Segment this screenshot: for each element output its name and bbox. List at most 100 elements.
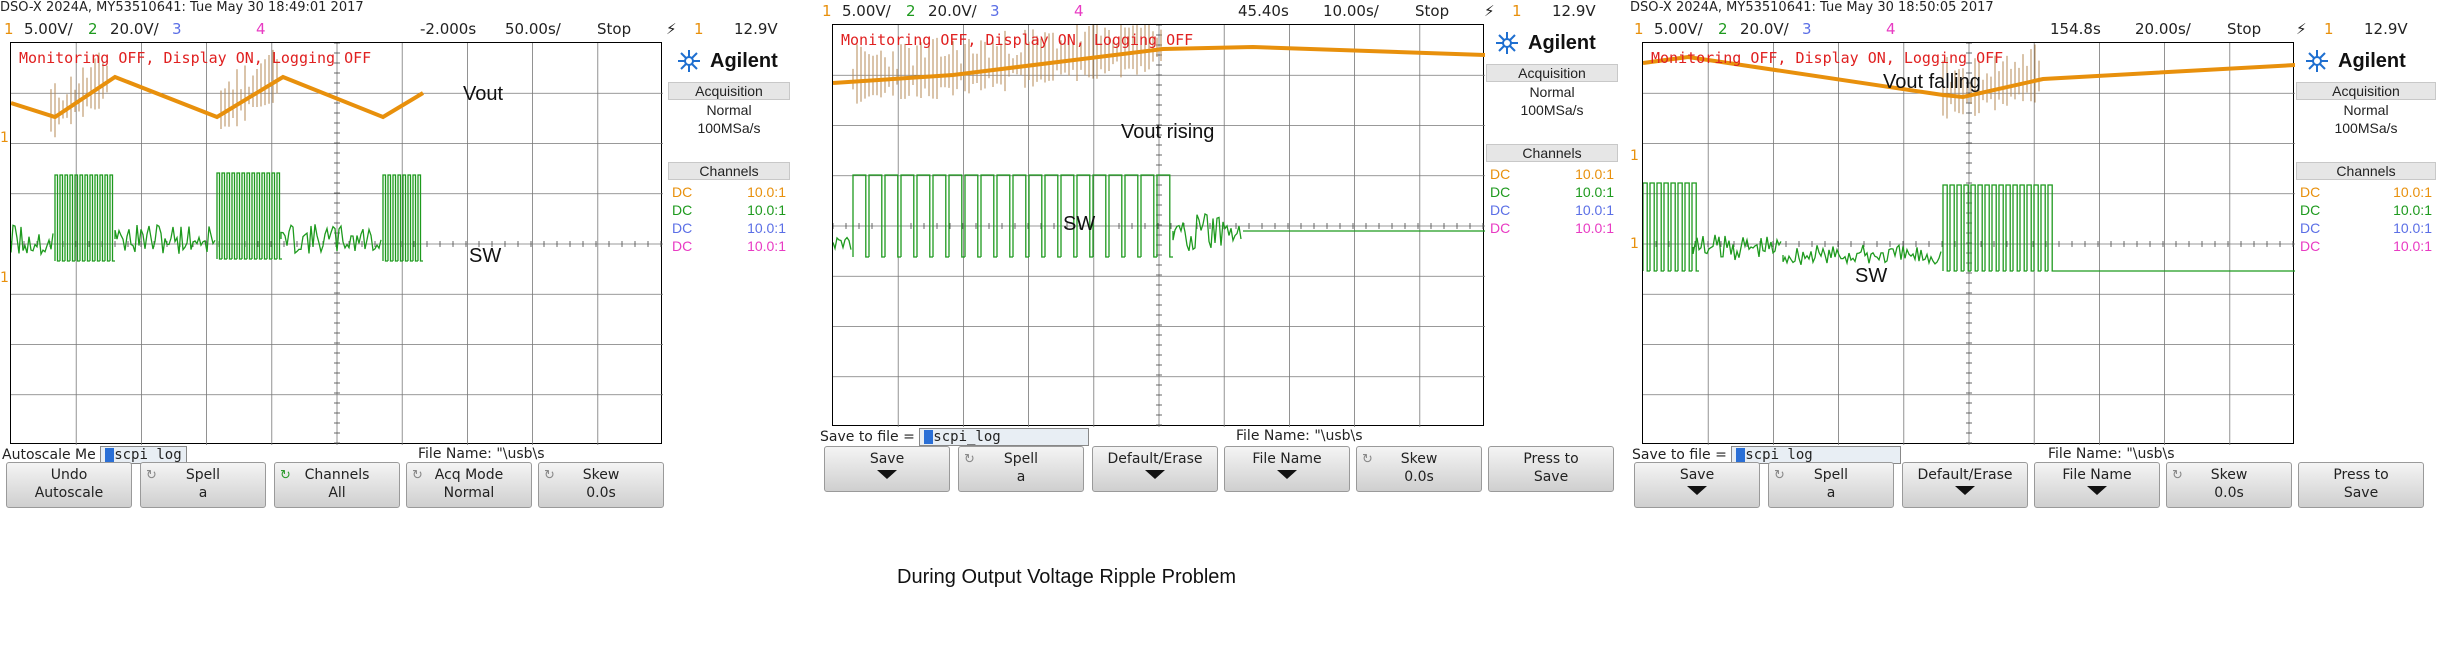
softkey-skew[interactable]: ↻ Skew 0.0s [538, 462, 664, 508]
ch3-number[interactable]: 3 [990, 2, 1000, 20]
scope-capture-3: DSO-X 2024A, MY53510641: Tue May 30 18:5… [1630, 0, 2438, 510]
ch1-number: 1 [4, 20, 14, 38]
channel-row-1: DC 10.0:1 [1490, 166, 1614, 182]
acq-rate: 100MSa/s [1520, 102, 1584, 118]
softkey-context: Save to file = [1632, 447, 1727, 463]
ch1-ground-marker[interactable]: 1 [0, 130, 9, 146]
softkey-file-name[interactable]: File Name [2034, 462, 2160, 508]
timebase-readout[interactable]: 10.00s/ [1323, 2, 1379, 20]
side-panel: Agilent Acquisition Normal 100MSa/s Chan… [668, 42, 790, 444]
ch2-scale[interactable]: 20.0V/ [110, 20, 159, 38]
sw-label: SW [469, 245, 502, 267]
ch1-ground-marker[interactable]: 1 [1630, 148, 1639, 164]
channels-header: Channels [2296, 162, 2436, 180]
monitor-status: Monitoring OFF, Display ON, Logging OFF [19, 49, 372, 67]
delay-readout[interactable]: 154.8s [2050, 20, 2101, 38]
softkey-default-erase[interactable]: Default/Erase [1902, 462, 2028, 508]
channel-row-4: DC 10.0:1 [672, 238, 786, 254]
waveform-display[interactable]: Monitoring OFF, Display ON, Logging OFF … [832, 24, 1485, 427]
trigger-icon: ⚡ [1484, 2, 1495, 20]
scope-capture-2: 1 5.00V/ 2 20.0V/ 3 4 45.40s 10.00s/ Sto… [818, 0, 1618, 510]
waveform-plot [11, 43, 663, 445]
down-arrow-icon [1955, 486, 1975, 495]
timebase-readout[interactable]: 50.00s/ [505, 20, 561, 38]
waveform-display[interactable]: Monitoring OFF, Display ON, Logging OFF … [10, 42, 663, 445]
down-arrow-icon [1145, 470, 1165, 479]
sw-trace [833, 174, 1485, 258]
sw-label: SW [1855, 265, 1888, 287]
channels-header: Channels [668, 162, 790, 180]
brand: Agilent [1494, 28, 1596, 58]
agilent-spark-icon [1496, 32, 1518, 54]
acq-rate: 100MSa/s [697, 120, 761, 136]
brand: Agilent [676, 46, 778, 76]
monitor-status: Monitoring OFF, Display ON, Logging OFF [1651, 49, 2004, 67]
delay-readout[interactable]: 45.40s [1238, 2, 1289, 20]
softkey-acq-mode[interactable]: ↻ Acq Mode Normal [406, 462, 532, 508]
softkey-press-to-save[interactable]: Press to Save [1488, 446, 1614, 492]
sw-label: SW [1063, 213, 1096, 235]
softkey-file-name[interactable]: File Name [1224, 446, 1350, 492]
acquisition-header: Acquisition [1486, 64, 1618, 82]
ch1-scale[interactable]: 5.00V/ [1654, 20, 1703, 38]
channel-row-2: DC 10.0:1 [2300, 202, 2432, 218]
ch4-number[interactable]: 4 [1074, 2, 1084, 20]
vout-trace [833, 44, 1485, 85]
vout-trace [1643, 54, 2295, 100]
ch2-ground-marker[interactable]: 1 [0, 270, 9, 286]
ch3-number[interactable]: 3 [1802, 20, 1812, 38]
channel-row-3: DC 10.0:1 [672, 220, 786, 236]
file-name-readout: File Name: "\usb\s [2048, 446, 2175, 462]
sw-trace [1643, 182, 2295, 272]
softkey-channels[interactable]: ↻ Channels All [274, 462, 400, 508]
ch1-scale[interactable]: 5.00V/ [842, 2, 891, 20]
waveform-display[interactable]: Monitoring OFF, Display ON, Logging OFF … [1642, 42, 2295, 445]
softkey-spell[interactable]: ↻ Spell a [1768, 462, 1894, 508]
filename-input[interactable]: scpi_log [100, 446, 187, 464]
filename-input[interactable]: scpi_log [919, 428, 1090, 446]
channel-row-1: DC 10.0:1 [2300, 184, 2432, 200]
softkey-press-to-save[interactable]: Press to Save [2298, 462, 2424, 508]
trigger-level[interactable]: 12.9V [2364, 20, 2408, 38]
softkey-save[interactable]: Save [1634, 462, 1760, 508]
channel-row-4: DC 10.0:1 [1490, 220, 1614, 236]
rotate-knob-icon: ↻ [1774, 468, 1785, 483]
softkey-save[interactable]: Save [824, 446, 950, 492]
ch1-number: 1 [1634, 20, 1644, 38]
timebase-readout[interactable]: 20.00s/ [2135, 20, 2191, 38]
agilent-spark-icon [678, 50, 700, 72]
softkey-context: Save to file = [820, 429, 915, 445]
ch3-number[interactable]: 3 [172, 20, 182, 38]
channel-row-2: DC 10.0:1 [672, 202, 786, 218]
softkey-undo-autoscale[interactable]: Undo Autoscale [6, 462, 132, 508]
ch2-scale[interactable]: 20.0V/ [928, 2, 977, 20]
ch2-ground-marker[interactable]: 1 [1630, 236, 1639, 252]
trigger-icon: ⚡ [2296, 20, 2307, 38]
softkey-spell[interactable]: ↻ Spell a [140, 462, 266, 508]
channel-row-4: DC 10.0:1 [2300, 238, 2432, 254]
agilent-spark-icon [2306, 50, 2328, 72]
waveform-plot [833, 25, 1485, 427]
softkey-spell[interactable]: ↻ Spell a [958, 446, 1084, 492]
waveform-plot [1643, 43, 2295, 445]
softkey-skew[interactable]: ↻ Skew 0.0s [1356, 446, 1482, 492]
trigger-level[interactable]: 12.9V [734, 20, 778, 38]
delay-readout[interactable]: -2.000s [420, 20, 477, 38]
file-name-readout: File Name: "\usb\s [418, 446, 545, 462]
trigger-level[interactable]: 12.9V [1552, 2, 1596, 20]
vout-trace [11, 74, 425, 120]
acq-mode: Normal [2343, 102, 2389, 118]
ch1-number: 1 [822, 2, 832, 20]
channels-header: Channels [1486, 144, 1618, 162]
scope-capture-1: DSO-X 2024A, MY53510641: Tue May 30 18:4… [0, 0, 790, 510]
ch2-scale[interactable]: 20.0V/ [1740, 20, 1789, 38]
softkey-context: Autoscale Me [2, 447, 96, 463]
softkey-default-erase[interactable]: Default/Erase [1092, 446, 1218, 492]
ch1-scale[interactable]: 5.00V/ [24, 20, 73, 38]
ch4-number[interactable]: 4 [1886, 20, 1896, 38]
trigger-source: 1 [694, 20, 704, 38]
softkey-skew[interactable]: ↻ Skew 0.0s [2166, 462, 2292, 508]
softkey-status-row: Save to file = scpi_log [1632, 446, 1902, 464]
rotate-knob-icon: ↻ [2172, 468, 2183, 483]
ch4-number[interactable]: 4 [256, 20, 266, 38]
